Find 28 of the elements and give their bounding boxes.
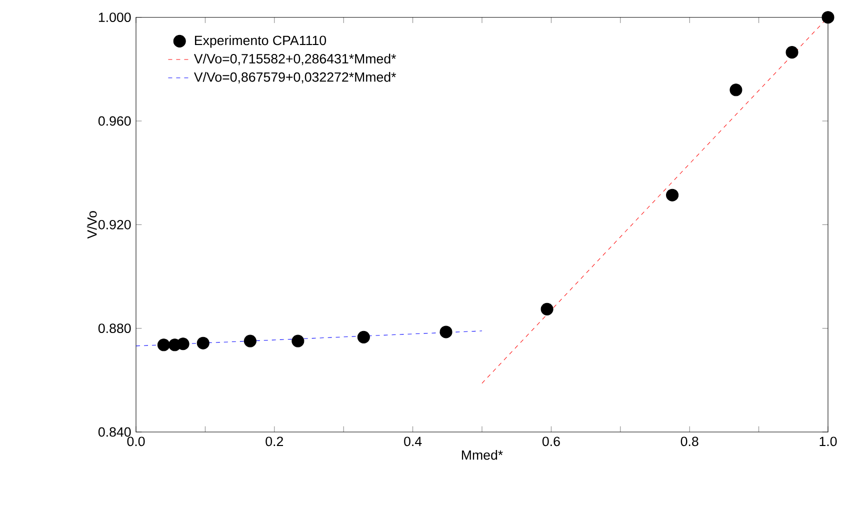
legend-label: Experimento CPA1110 <box>194 36 326 48</box>
legend-label: V/Vo=0,715582+0,286431*Mmed* <box>194 54 396 66</box>
x-tick-label: 1.0 <box>820 436 837 446</box>
point <box>822 11 834 24</box>
y-tick-label: 0.840 <box>98 427 131 437</box>
point <box>176 338 190 350</box>
y-tick-label: 0.880 <box>98 324 131 334</box>
point <box>730 84 742 96</box>
point <box>157 338 170 352</box>
point <box>357 331 370 344</box>
x-tick-label: 0.0 <box>127 436 145 446</box>
point <box>244 334 256 348</box>
x-tick-label: 0.4 <box>404 436 422 446</box>
x-axis-title: Mmed* <box>462 450 503 460</box>
legend-label: V/Vo=0,867579+0,032272*Mmed* <box>194 72 396 84</box>
point <box>540 303 554 316</box>
x-tick-label: 0.2 <box>266 436 284 446</box>
y-tick-label: 0.960 <box>98 116 131 126</box>
y-tick-label: 1.000 <box>98 12 131 22</box>
point <box>196 337 210 350</box>
point <box>666 189 679 202</box>
x-tick-label: 0.8 <box>680 436 698 446</box>
point <box>440 326 452 338</box>
x-tick-label: 0.6 <box>542 436 560 446</box>
y-tick-label: 0.920 <box>98 220 131 230</box>
point <box>292 334 304 348</box>
point <box>786 46 798 59</box>
y-axis-title: V/Vo <box>86 211 97 239</box>
